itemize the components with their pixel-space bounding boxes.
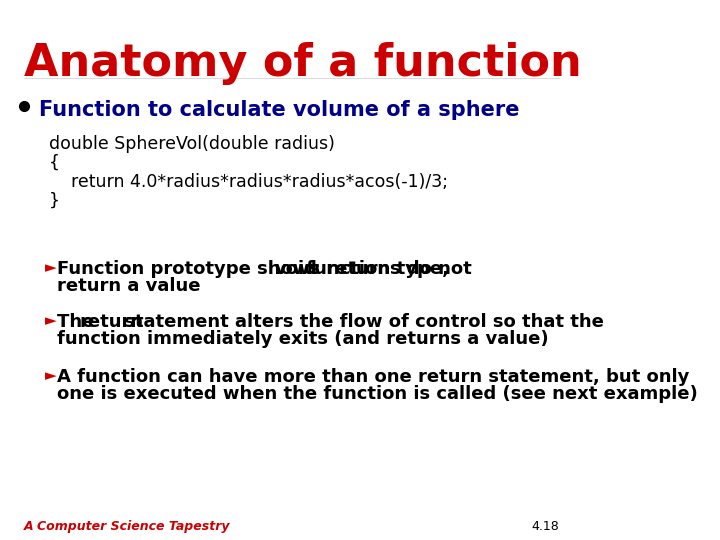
Text: return 4.0*radius*radius*radius*acos(-1)/3;: return 4.0*radius*radius*radius*acos(-1)… bbox=[48, 173, 448, 191]
Text: one is executed when the function is called (see next example): one is executed when the function is cal… bbox=[57, 385, 698, 403]
Text: void: void bbox=[275, 260, 318, 278]
Text: return a value: return a value bbox=[57, 277, 200, 295]
Text: {: { bbox=[48, 154, 60, 172]
Text: statement alters the flow of control so that the: statement alters the flow of control so … bbox=[117, 313, 603, 331]
Text: 4.18: 4.18 bbox=[531, 520, 559, 533]
Text: double SphereVol(double radius): double SphereVol(double radius) bbox=[48, 135, 335, 153]
Text: A function can have more than one return statement, but only: A function can have more than one return… bbox=[57, 368, 689, 386]
Text: ►: ► bbox=[45, 260, 56, 275]
Text: Anatomy of a function: Anatomy of a function bbox=[24, 42, 582, 85]
Text: Function to calculate volume of a sphere: Function to calculate volume of a sphere bbox=[39, 100, 519, 120]
Text: ►: ► bbox=[45, 313, 56, 328]
Text: The: The bbox=[57, 313, 100, 331]
Text: return: return bbox=[80, 313, 144, 331]
Text: function immediately exits (and returns a value): function immediately exits (and returns … bbox=[57, 330, 549, 348]
Text: A Computer Science Tapestry: A Computer Science Tapestry bbox=[24, 520, 231, 533]
Text: functions do not: functions do not bbox=[300, 260, 472, 278]
Text: ►: ► bbox=[45, 368, 56, 383]
Text: }: } bbox=[48, 192, 60, 210]
Text: Function prototype shows return type,: Function prototype shows return type, bbox=[57, 260, 455, 278]
